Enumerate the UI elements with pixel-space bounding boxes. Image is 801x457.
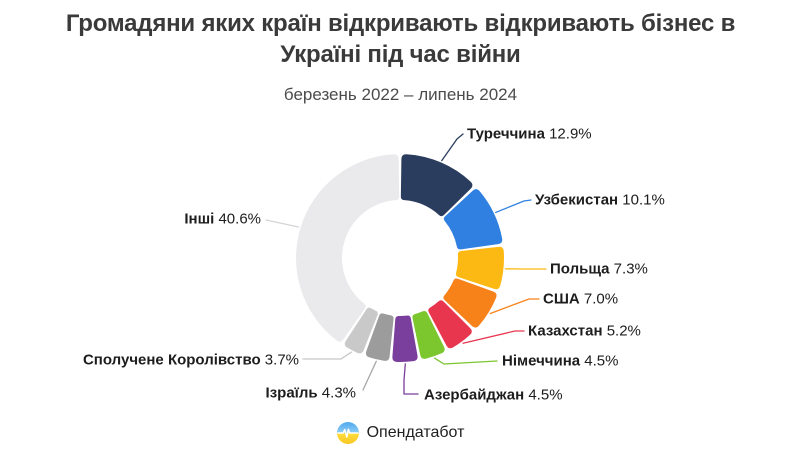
slice-label-Ізраїль: Ізраїль 4.3% xyxy=(265,384,356,402)
opendatabot-logo-icon xyxy=(336,422,359,444)
slice-Польща xyxy=(455,246,504,290)
brand-name: Опендатабот xyxy=(366,424,465,441)
leader-line-Інші xyxy=(265,219,300,228)
slice-label-Азербайджан: Азербайджан 4.5% xyxy=(424,386,563,404)
leader-line-Німеччина xyxy=(433,357,498,365)
slice-Казахстан xyxy=(428,300,472,349)
slice-Сполучене Королівство xyxy=(344,307,378,354)
slice-label-Інші: Інші 40.6% xyxy=(184,210,261,228)
leader-line-Узбекистан xyxy=(495,199,532,214)
leader-line-США xyxy=(489,298,540,315)
slice-label-Казахстан: Казахстан 5.2% xyxy=(528,322,641,340)
leader-line-Азербайджан xyxy=(403,363,419,395)
slice-Інші xyxy=(296,154,400,342)
slice-label-Німеччина: Німеччина 4.5% xyxy=(502,352,619,370)
leader-line-Сполучене Королівство xyxy=(302,351,352,360)
slice-label-США: США 7.0% xyxy=(543,290,619,308)
slice-Ізраїль xyxy=(365,313,394,361)
slice-label-Польща: Польща 7.3% xyxy=(550,260,648,278)
slice-label-Сполучене Королівство: Сполучене Королівство 3.7% xyxy=(82,351,299,369)
slice-США xyxy=(443,278,497,328)
slice-Узбекистан xyxy=(443,189,503,250)
chart-subtitle: березень 2022 – липень 2024 xyxy=(283,85,518,104)
brand-footer[interactable]: Опендатабот xyxy=(0,422,801,444)
slice-label-Туреччина: Туреччина 12.9% xyxy=(467,125,592,143)
slice-Німеччина xyxy=(412,310,445,359)
leader-line-Туреччина xyxy=(441,133,464,162)
slice-Туреччина xyxy=(400,154,473,217)
chart-title: Громадяни яких країн відкривають відкрив… xyxy=(65,10,736,69)
slice-Азербайджан xyxy=(392,315,418,363)
leader-line-Ізраїль xyxy=(362,360,377,391)
leader-line-Казахстан xyxy=(462,330,525,344)
slice-label-Узбекистан: Узбекистан 10.1% xyxy=(535,191,665,209)
